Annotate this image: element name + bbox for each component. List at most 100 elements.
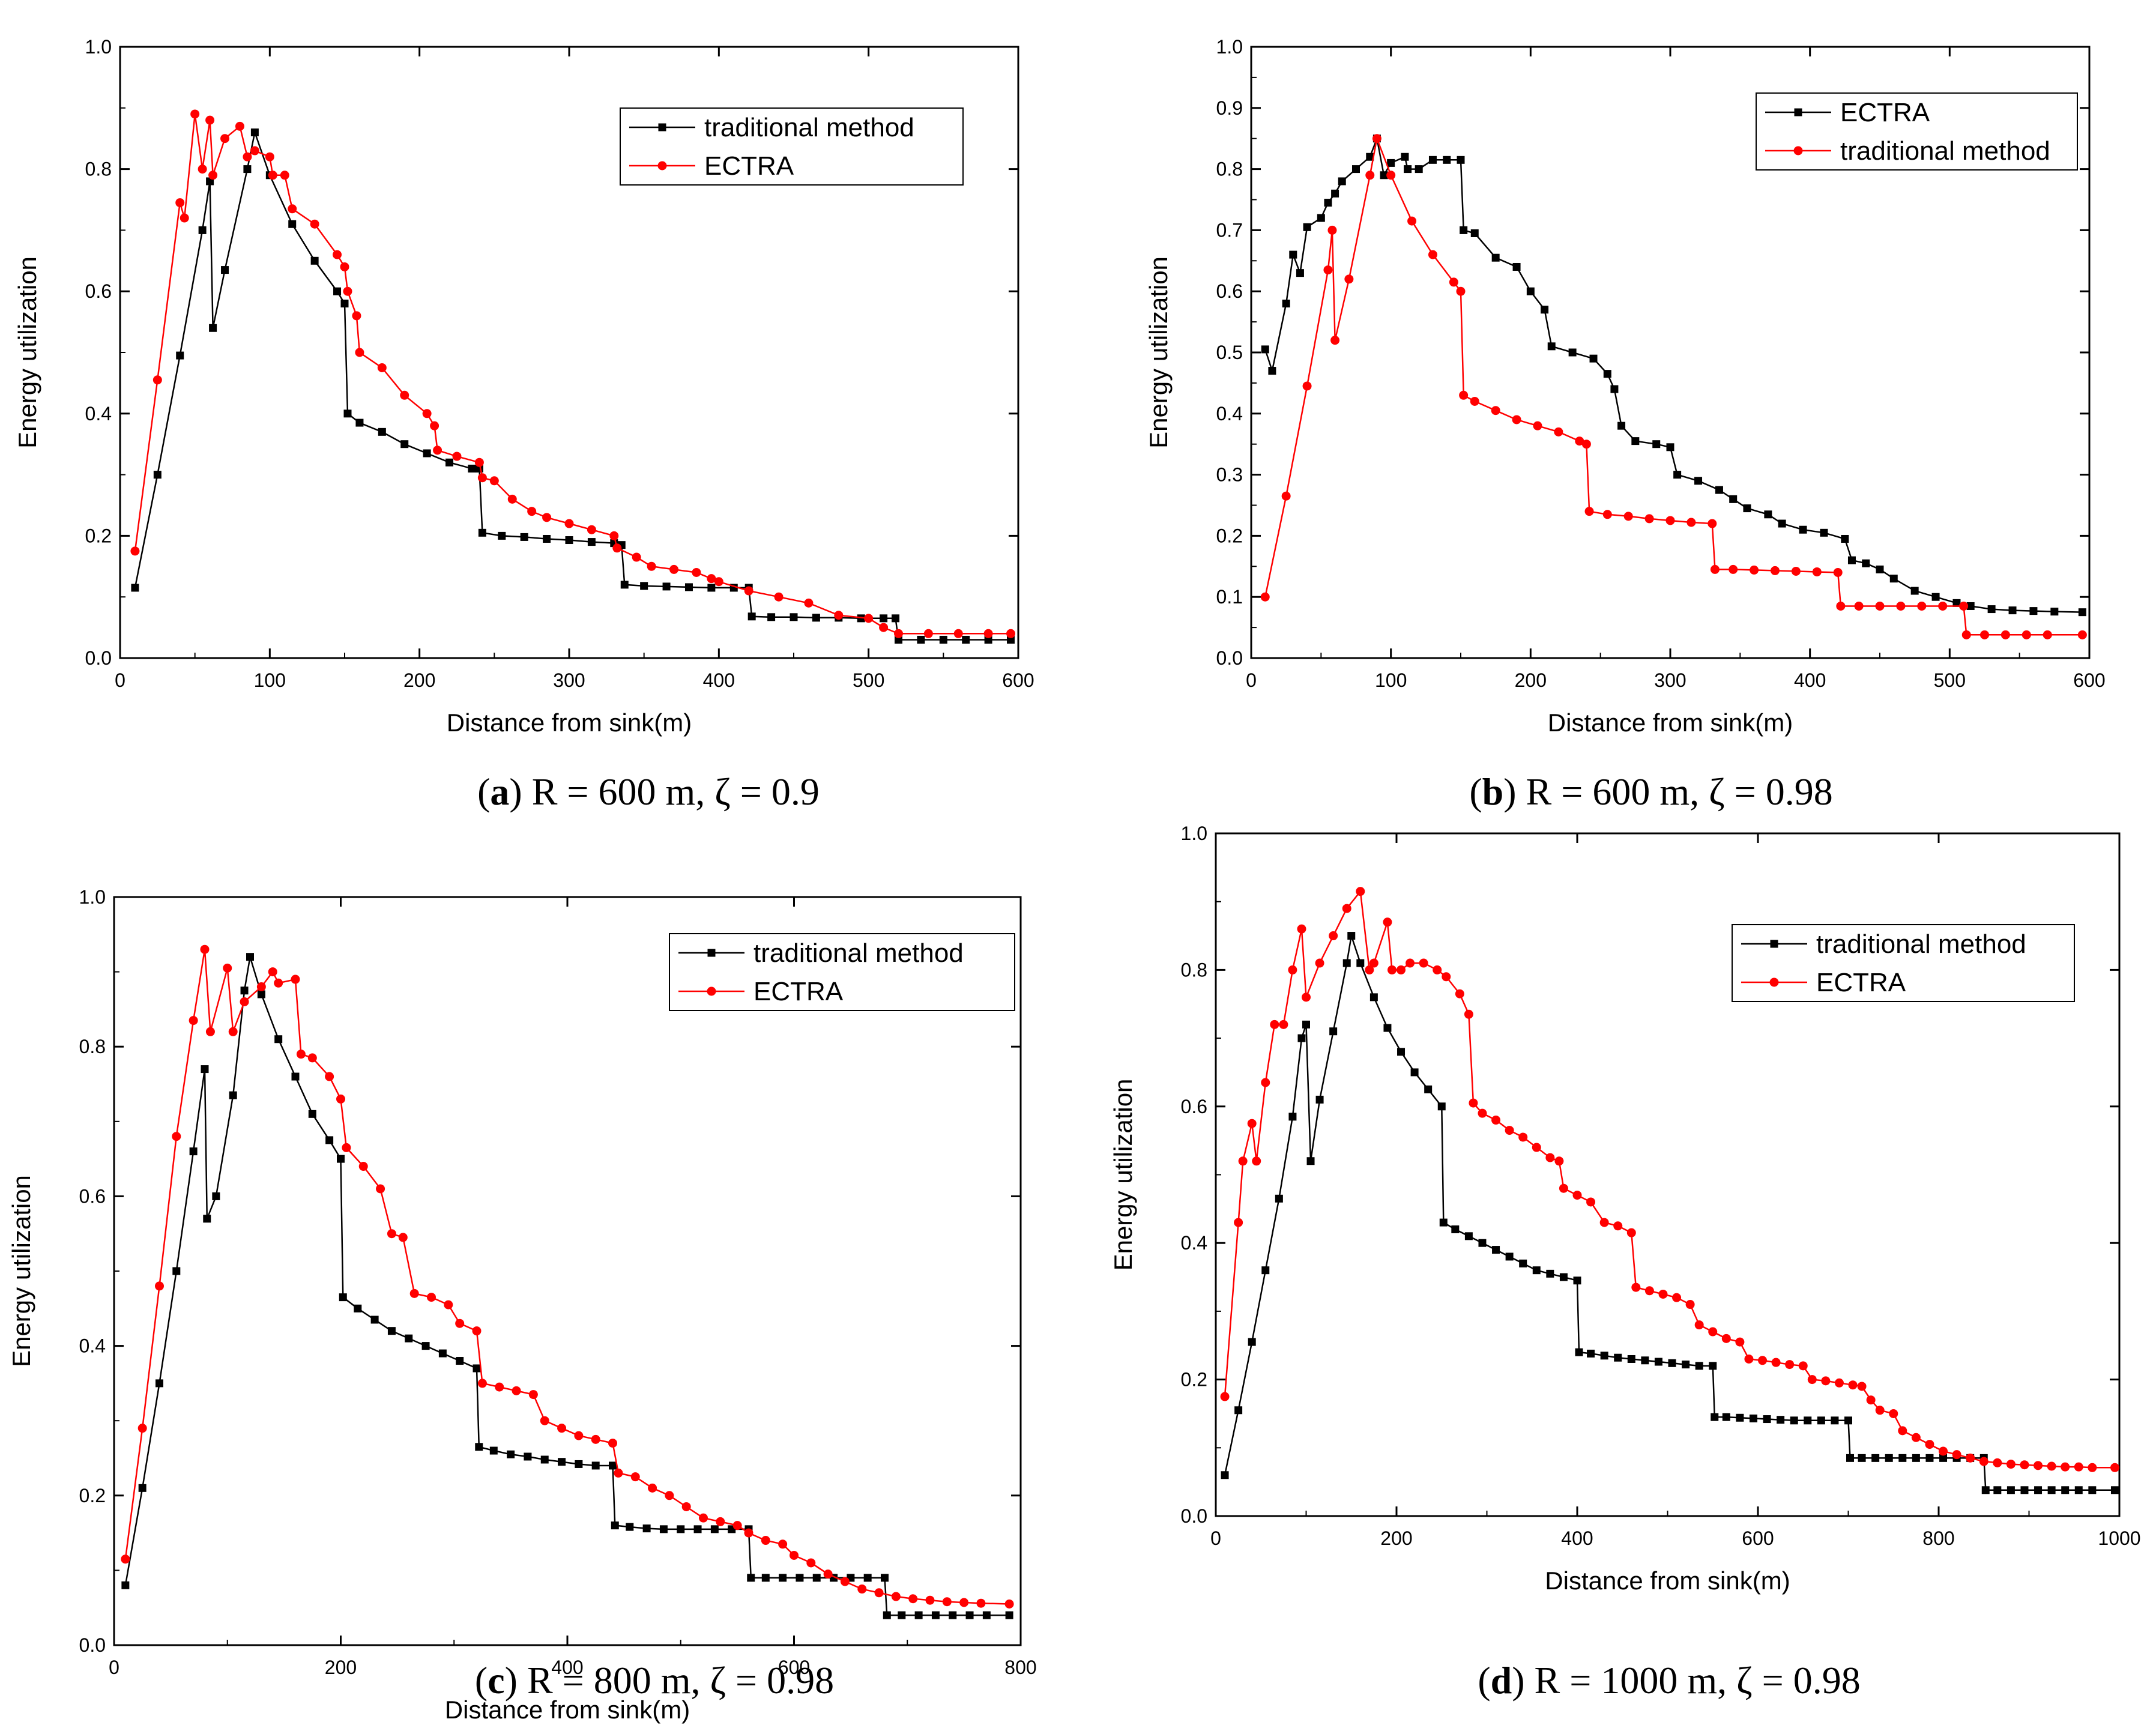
- data-point-square: [1862, 559, 1870, 567]
- data-point-square: [895, 635, 903, 644]
- y-tick-label: 0.2: [79, 1485, 106, 1506]
- data-point-square: [1221, 1471, 1229, 1479]
- data-point-circle: [1729, 564, 1738, 574]
- data-point-circle: [1812, 567, 1822, 576]
- data-point-circle: [1419, 958, 1428, 968]
- data-point-square: [1505, 1252, 1514, 1261]
- y-tick-label: 1.0: [1181, 823, 1207, 844]
- data-point-circle: [274, 978, 283, 988]
- data-point-circle: [280, 171, 289, 180]
- data-point-square: [354, 1304, 362, 1313]
- data-point-square: [1987, 605, 1996, 614]
- data-point-circle: [455, 1319, 465, 1328]
- x-tick-label: 600: [1002, 669, 1034, 691]
- data-point-circle: [310, 219, 319, 229]
- data-point-circle: [1518, 1132, 1528, 1142]
- x-tick-label: 800: [1922, 1527, 1954, 1549]
- data-point-circle: [1665, 516, 1675, 525]
- data-point-square: [939, 635, 947, 644]
- data-point-square: [1871, 1454, 1880, 1462]
- data-point-circle: [1470, 396, 1479, 406]
- y-tick-label: 0.2: [1216, 525, 1243, 546]
- data-point-square: [1234, 1406, 1243, 1415]
- data-point-square: [1338, 177, 1346, 186]
- data-point-square: [1460, 226, 1468, 234]
- data-point-square: [240, 986, 249, 995]
- data-point-square: [524, 1452, 532, 1461]
- data-point-circle: [665, 1491, 674, 1500]
- data-point-square: [246, 953, 254, 961]
- series-ectra: [130, 109, 1016, 638]
- x-tick-label: 800: [1004, 1657, 1036, 1678]
- data-point-circle: [669, 564, 679, 574]
- series-ectra: [1220, 887, 2119, 1472]
- data-point-square: [1397, 1048, 1406, 1056]
- data-point-circle: [1623, 512, 1633, 521]
- data-point-square: [507, 1450, 515, 1458]
- data-point-square: [684, 583, 693, 591]
- data-point-circle: [1686, 518, 1696, 527]
- data-point-circle: [1459, 390, 1469, 400]
- data-point-square: [1443, 156, 1451, 164]
- data-point-circle: [198, 165, 207, 174]
- data-point-circle: [608, 1439, 617, 1448]
- data-point-circle: [268, 171, 277, 180]
- data-point-square: [863, 1574, 872, 1582]
- data-point-circle: [1917, 601, 1927, 611]
- data-point-circle: [2043, 630, 2052, 639]
- caption-letter: b: [1482, 770, 1504, 813]
- data-point-circle: [444, 1300, 453, 1310]
- y-tick-label: 0.3: [1216, 464, 1243, 486]
- data-point-square: [1268, 367, 1276, 375]
- caption-letter: d: [1491, 1659, 1512, 1702]
- data-point-circle: [250, 146, 259, 156]
- data-point-circle: [1575, 437, 1584, 446]
- data-point-circle: [648, 1483, 657, 1493]
- data-point-square: [405, 1334, 413, 1343]
- y-tick-label: 0.2: [85, 525, 112, 546]
- data-point-circle: [325, 1072, 334, 1081]
- data-point-circle: [1889, 1409, 1898, 1418]
- series-line: [1224, 935, 2115, 1491]
- data-point-square: [209, 324, 217, 332]
- data-point-square: [1831, 1416, 1839, 1425]
- caption-open-paren: (: [475, 1659, 488, 1702]
- data-point-circle: [296, 1050, 306, 1059]
- data-point-square: [1931, 593, 1940, 601]
- data-point-square: [1568, 348, 1577, 357]
- legend-label: traditional method: [753, 938, 964, 968]
- data-point-circle: [1875, 1406, 1885, 1415]
- legend-label: ECTRA: [1816, 968, 1906, 997]
- data-point-square: [1841, 534, 1849, 543]
- data-point-circle: [874, 1588, 884, 1598]
- data-point-circle: [358, 1162, 368, 1171]
- data-point-circle: [1270, 1020, 1279, 1029]
- data-point-square: [1331, 189, 1339, 198]
- data-point-circle: [240, 997, 249, 1006]
- data-point-circle: [574, 1431, 584, 1440]
- legend-label: traditional method: [1816, 929, 2026, 959]
- data-point-square: [250, 128, 259, 137]
- data-point-square: [1401, 153, 1409, 161]
- data-point-circle: [1279, 1020, 1288, 1029]
- chart-c: 0 200 400 600 800 0.0 0.2 0.4 0.6 0.8 1.0 Distance …: [7, 886, 1037, 1724]
- data-point-square: [1575, 1348, 1583, 1356]
- data-point-circle: [1672, 1293, 1682, 1302]
- caption-close-paren: ): [509, 770, 531, 813]
- data-point-circle: [1369, 958, 1378, 968]
- data-point-square: [761, 1574, 770, 1582]
- data-point-circle: [152, 375, 162, 385]
- legend-label: ECTRA: [1840, 98, 1930, 127]
- data-point-circle: [1581, 440, 1591, 449]
- data-point-square: [1532, 1266, 1541, 1275]
- y-tick-label: 0.8: [79, 1036, 106, 1057]
- y-tick-label: 0.8: [85, 159, 112, 180]
- data-point-square: [478, 528, 486, 537]
- data-point-circle: [205, 1027, 215, 1036]
- y-tick-label: 0.0: [85, 647, 112, 669]
- data-point-square: [1711, 1413, 1719, 1421]
- data-point-circle: [430, 421, 439, 430]
- data-point-square: [1297, 1034, 1306, 1042]
- legend-label: traditional method: [704, 113, 914, 142]
